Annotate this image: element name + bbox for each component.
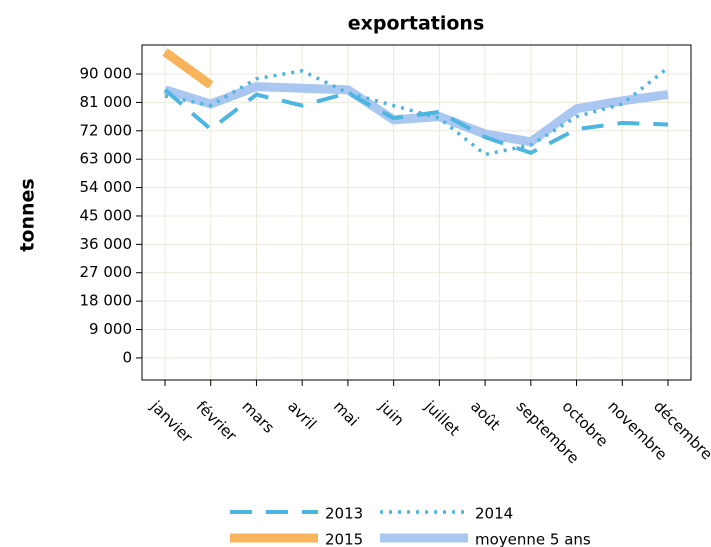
y-tick-label: 0	[122, 348, 132, 366]
series-line	[164, 66, 670, 157]
plot-frame	[141, 44, 692, 381]
chart-title: exportations	[348, 13, 485, 35]
x-tick-label: juin	[375, 397, 408, 430]
legend-label: moyenne 5 ans	[475, 531, 591, 547]
x-tick-label: avril	[284, 397, 320, 433]
y-tick-label: 27 000	[80, 263, 133, 281]
series-line	[163, 82, 669, 147]
y-tick-label: 9 000	[89, 320, 132, 338]
x-tick-label: juillet	[421, 397, 464, 440]
legend-label: 2015	[325, 531, 363, 547]
x-tick-label: août	[467, 397, 504, 434]
y-tick-label: 18 000	[80, 292, 133, 310]
x-tick-label: janvier	[146, 397, 196, 447]
series-line	[162, 48, 214, 89]
x-tick-label: mai	[330, 397, 363, 430]
y-tick-label: 45 000	[80, 206, 133, 224]
y-axis-label: tonnes	[17, 178, 39, 251]
y-tick-label: 36 000	[80, 235, 133, 253]
y-tick-label: 63 000	[80, 150, 133, 168]
y-tick-label: 72 000	[80, 121, 133, 139]
y-tick-label: 54 000	[80, 178, 133, 196]
legend-label: 2013	[325, 505, 363, 523]
series-line	[163, 88, 669, 156]
y-tick-label: 81 000	[80, 93, 133, 111]
legend-label: 2014	[475, 505, 513, 523]
x-tick-label: mars	[238, 397, 278, 437]
y-tick-label: 90 000	[80, 65, 133, 83]
x-tick-label: février	[193, 397, 241, 445]
